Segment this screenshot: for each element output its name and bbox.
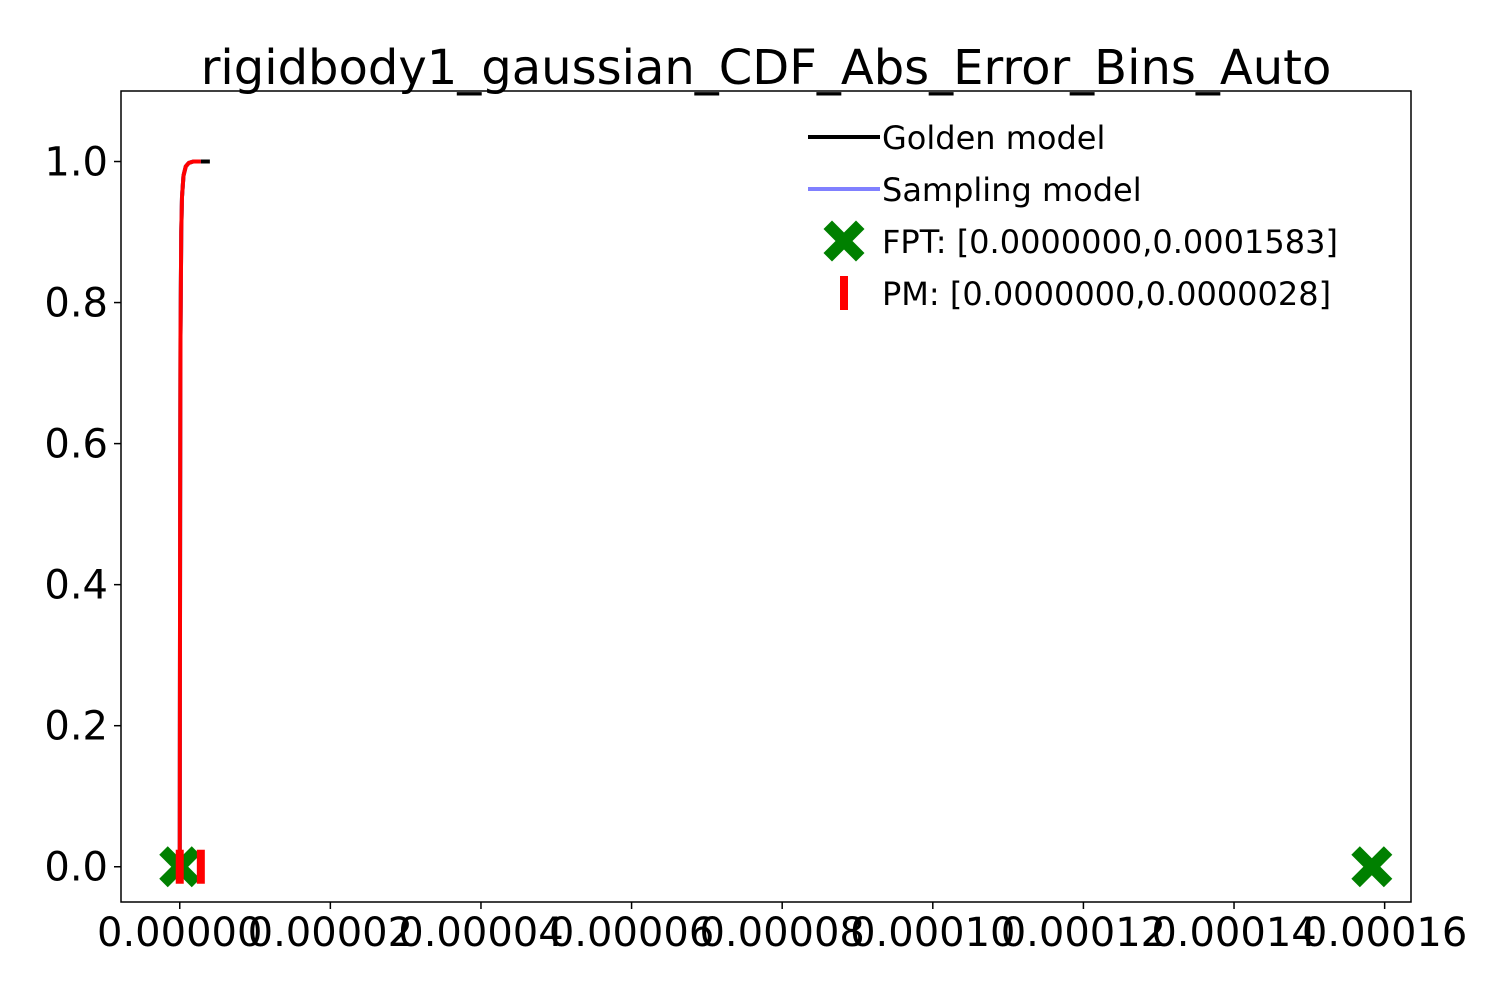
y-tick-label: 0.0 [44,845,108,891]
x-tick-label: 0.00002 [248,910,413,956]
legend-label: Sampling model [882,171,1142,209]
axes-frame [120,90,1412,903]
pm-marker [196,849,205,884]
legend-item: PM: [0.0000000,0.0000028] [840,275,1331,313]
y-tick-label: 0.6 [44,422,108,468]
legend-bar-swatch [840,276,848,310]
legend-label: FPT: [0.0000000,0.0001583] [882,223,1338,261]
series-line-red-cdf [177,159,201,867]
x-tick-label: 0.00014 [1151,910,1316,956]
x-tick-label: 0.00010 [850,910,1015,956]
x-tick-label: 0.00008 [699,910,864,956]
legend-item: Golden model [808,119,1105,157]
fpt-marker-stroke [1351,846,1393,888]
y-tick-label: 0.8 [44,281,108,327]
legend-x-swatch [823,220,865,262]
legend: Golden model Sampling model FPT: [0.000000… [808,119,1338,313]
legend-item: Sampling model [808,171,1142,209]
legend-label: Golden model [882,119,1105,157]
axes-ticks: 0.000000.000020.000040.000060.000080.000… [44,140,1467,956]
x-tick-label: 0.00012 [1001,910,1166,956]
x-tick-label: 0.00000 [97,910,262,956]
y-tick-label: 1.0 [44,140,108,186]
plot-area [159,159,1393,888]
legend-item: FPT: [0.0000000,0.0001583] [823,220,1338,262]
legend-label: PM: [0.0000000,0.0000028] [882,275,1331,313]
x-tick-label: 0.00004 [398,910,563,956]
y-tick-label: 0.4 [44,563,108,609]
chart-title: rigidbody1_gaussian_CDF_Abs_Error_Bins_A… [201,40,1332,96]
x-tick-label: 0.00006 [549,910,714,956]
y-tick-label: 0.2 [44,704,108,750]
x-tick-label: 0.00016 [1302,910,1467,956]
pm-marker [175,849,184,884]
fpt-marker [1351,846,1393,888]
